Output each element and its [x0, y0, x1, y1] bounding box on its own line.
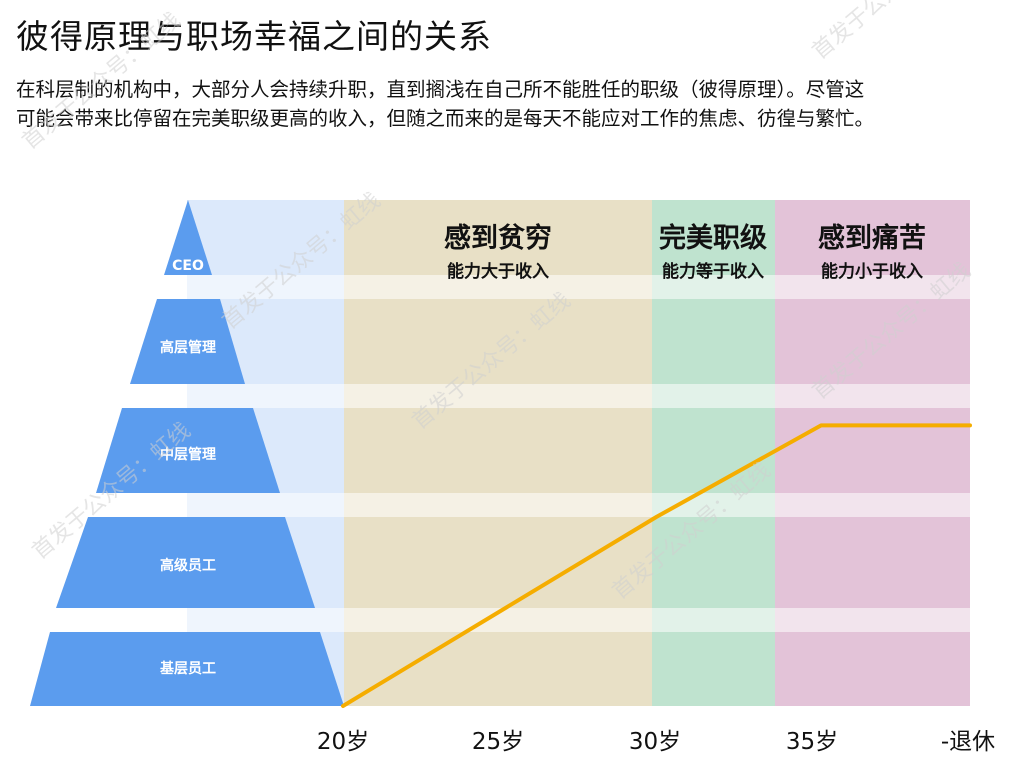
x-tick-label: -退休	[941, 729, 995, 755]
level-label-ceo: CEO	[172, 258, 204, 274]
zone-pain-subtitle: 能力小于收入	[821, 261, 923, 282]
level-gap	[120, 275, 970, 299]
level-gap	[120, 384, 970, 408]
pyramid-tier-middle-mgmt	[96, 408, 280, 493]
pyramid-tier-senior-staff	[56, 517, 315, 608]
level-gap	[50, 608, 970, 632]
x-tick-label: 20岁	[317, 729, 369, 755]
level-gaps	[50, 275, 970, 632]
level-label-base-staff: 基层员工	[160, 660, 216, 677]
level-label-senior-mgmt: 高层管理	[160, 339, 216, 356]
level-gap	[90, 493, 970, 517]
zone-perfect-subtitle: 能力等于收入	[662, 261, 764, 282]
pyramid-tier-base-staff	[30, 632, 344, 706]
pyramid-tier-ceo	[164, 200, 212, 275]
zone-poor-title: 感到贫穷	[444, 222, 552, 254]
pyramid	[30, 200, 344, 706]
level-label-middle-mgmt: 中层管理	[160, 446, 216, 463]
page-title: 彼得原理与职场幸福之间的关系	[16, 17, 492, 56]
x-tick-label: 30岁	[629, 729, 681, 755]
level-label-senior-staff: 高级员工	[160, 557, 216, 574]
watermark: 首发于公众号：虹线	[808, 0, 976, 65]
watermark: 首发于公众号：虹线	[18, 8, 186, 154]
description-line-2: 可能会带来比停留在完美职级更高的收入，但随之而来的是每天不能应对工作的焦虑、彷徨…	[16, 107, 875, 130]
zone-pain-title: 感到痛苦	[818, 222, 926, 254]
zone-poor-subtitle: 能力大于收入	[447, 261, 549, 282]
pyramid-tier-senior-mgmt	[130, 299, 245, 384]
x-tick-label: 35岁	[786, 729, 838, 755]
description: 在科层制的机构中，大部分人会持续升职，直到搁浅在自己所不能胜任的职级（彼得原理）…	[16, 75, 1006, 133]
career-line	[341, 423, 972, 708]
description-line-1: 在科层制的机构中，大部分人会持续升职，直到搁浅在自己所不能胜任的职级（彼得原理）…	[16, 78, 865, 101]
zone-perfect-title: 完美职级	[659, 222, 767, 254]
x-tick-label: 25岁	[472, 729, 524, 755]
